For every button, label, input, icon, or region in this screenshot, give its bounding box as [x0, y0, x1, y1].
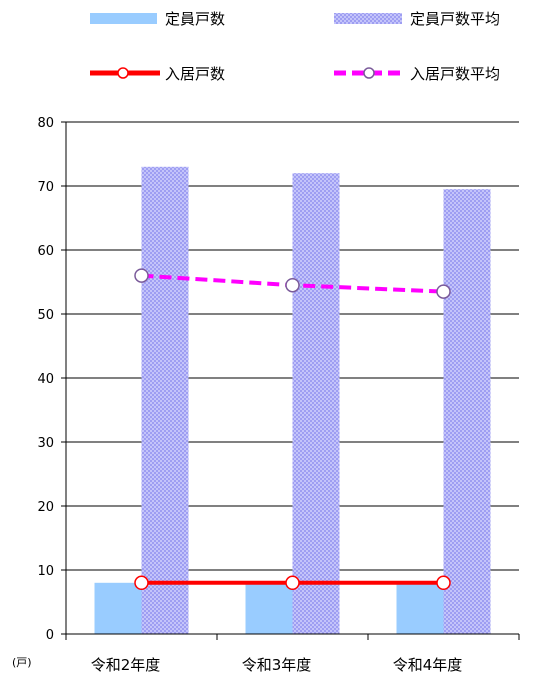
line-point-1-0 [134, 268, 149, 283]
legend: 定員戸数 定員戸数平均 入居戸数 入居戸数平均 [90, 10, 500, 83]
y-tick-label: 40 [37, 372, 54, 387]
bar-series-0-2 [396, 582, 444, 634]
y-tick-labels: 0 10 20 30 40 50 60 70 80 [37, 116, 54, 643]
bar-series-0-1 [245, 582, 293, 634]
y-tick-label: 20 [37, 500, 54, 515]
y-tick-label: 60 [37, 244, 54, 259]
bar-series-1-2 [443, 189, 491, 634]
legend-label-bar-1: 定員戸数平均 [410, 10, 500, 28]
legend-swatch-bar-1 [334, 13, 402, 24]
bar-series-0-0 [94, 582, 142, 634]
legend-item-line-0: 入居戸数 [90, 65, 225, 83]
line-point-0-1 [285, 575, 300, 591]
y-tick-label: 30 [37, 436, 54, 451]
bars [94, 166, 491, 635]
y-tick-label: 10 [37, 564, 54, 579]
axes [65, 122, 520, 640]
bar-series-1-0 [141, 166, 189, 635]
line-point-0-2 [436, 575, 451, 591]
legend-item-bar-0: 定員戸数 [90, 10, 225, 28]
legend-swatch-bar-0 [90, 13, 157, 24]
x-tick-label: 令和3年度 [242, 656, 312, 674]
y-tick-label: 50 [37, 308, 54, 323]
x-tick-label: 令和4年度 [393, 656, 463, 674]
bar-series-1-1 [292, 173, 340, 634]
legend-item-line-1: 入居戸数平均 [334, 65, 500, 83]
legend-marker-line-1 [363, 67, 375, 79]
line-point-1-2 [436, 284, 451, 299]
x-tick-labels: 令和2年度 令和3年度 令和4年度 [91, 656, 463, 674]
lines [134, 268, 451, 591]
legend-label-line-0: 入居戸数 [165, 65, 225, 83]
y-tick-label: 80 [37, 116, 54, 131]
unit-label: (戸) [12, 656, 32, 669]
legend-item-bar-1: 定員戸数平均 [334, 10, 500, 28]
legend-label-bar-0: 定員戸数 [165, 10, 225, 28]
y-tick-label: 70 [37, 180, 54, 195]
y-tick-label: 0 [46, 628, 54, 643]
x-tick-label: 令和2年度 [91, 656, 161, 674]
line-point-0-0 [134, 575, 149, 591]
legend-label-line-1: 入居戸数平均 [410, 65, 500, 83]
legend-marker-line-0 [117, 67, 129, 79]
line-point-1-1 [285, 277, 300, 293]
